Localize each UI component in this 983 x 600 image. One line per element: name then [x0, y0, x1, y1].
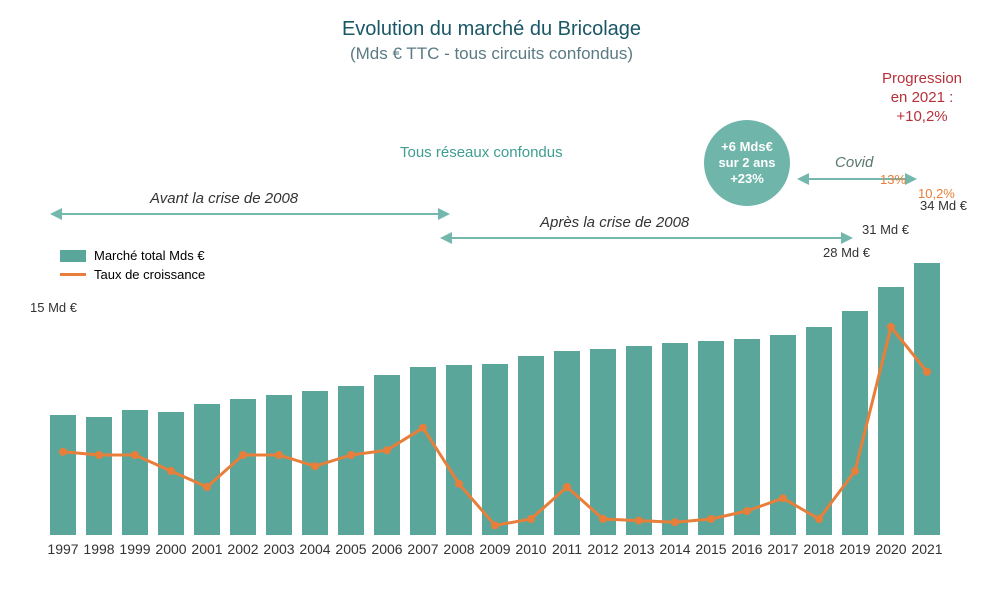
bar-2004	[302, 391, 328, 535]
xlabel-2007: 2007	[405, 541, 441, 557]
xlabel-2016: 2016	[729, 541, 765, 557]
xlabel-2005: 2005	[333, 541, 369, 557]
bar-2014	[662, 343, 688, 535]
xlabel-2002: 2002	[225, 541, 261, 557]
xlabel-2020: 2020	[873, 541, 909, 557]
bar-2006	[374, 375, 400, 535]
bar-2009	[482, 364, 508, 535]
xlabel-1997: 1997	[45, 541, 81, 557]
xlabel-2006: 2006	[369, 541, 405, 557]
progression-l3: +10,2%	[896, 108, 947, 125]
chart-title: Evolution du marché du Bricolage	[0, 18, 983, 41]
bubble-callout: +6 Mds€ sur 2 ans +23%	[704, 120, 790, 206]
annot-avant: Avant la crise de 2008	[150, 190, 298, 207]
annot-covid: Covid	[835, 154, 873, 171]
bubble-l3: +23%	[704, 171, 790, 187]
bar-2005	[338, 386, 364, 535]
annot-reseaux: Tous réseaux confondus	[400, 144, 563, 161]
bubble-l2: sur 2 ans	[704, 155, 790, 171]
bar-2016	[734, 339, 760, 535]
xlabel-2019: 2019	[837, 541, 873, 557]
bar-2000	[158, 412, 184, 535]
xlabel-2014: 2014	[657, 541, 693, 557]
xlabel-2003: 2003	[261, 541, 297, 557]
xlabel-2001: 2001	[189, 541, 225, 557]
xlabel-2021: 2021	[909, 541, 945, 557]
bar-2020	[878, 287, 904, 535]
bar-2002	[230, 399, 256, 535]
xlabel-2004: 2004	[297, 541, 333, 557]
bar-2011	[554, 351, 580, 535]
xlabel-2009: 2009	[477, 541, 513, 557]
progression-l1: Progression	[882, 70, 962, 87]
xlabel-2011: 2011	[549, 541, 585, 557]
bubble-l1: +6 Mds€	[704, 139, 790, 155]
covid-arrow-r	[905, 173, 917, 185]
bar-2013	[626, 346, 652, 535]
bar-2012	[590, 349, 616, 535]
bar-1997	[50, 415, 76, 535]
xlabel-2018: 2018	[801, 541, 837, 557]
bar-2010	[518, 356, 544, 535]
bar-2007	[410, 367, 436, 535]
chart-subtitle: (Mds € TTC - tous circuits confondus)	[0, 44, 983, 64]
bar-1998	[86, 417, 112, 535]
xlabel-2008: 2008	[441, 541, 477, 557]
label-g2020: 13%	[880, 172, 906, 187]
label-g2021: 10,2%	[918, 186, 955, 201]
xlabel-2015: 2015	[693, 541, 729, 557]
xlabel-1999: 1999	[117, 541, 153, 557]
xlabel-1998: 1998	[81, 541, 117, 557]
bar-2015	[698, 341, 724, 535]
xlabel-2012: 2012	[585, 541, 621, 557]
bar-2019	[842, 311, 868, 535]
plot-area	[50, 215, 950, 535]
xlabel-2010: 2010	[513, 541, 549, 557]
bar-2001	[194, 404, 220, 535]
progression-l2: en 2021 :	[891, 89, 954, 106]
bar-2018	[806, 327, 832, 535]
covid-arrow-l	[797, 173, 809, 185]
bar-2008	[446, 365, 472, 535]
xlabel-2000: 2000	[153, 541, 189, 557]
bar-2003	[266, 395, 292, 535]
chart-page: Evolution du marché du Bricolage (Mds € …	[0, 0, 983, 600]
bar-1999	[122, 410, 148, 535]
bar-2021	[914, 263, 940, 535]
xlabel-2013: 2013	[621, 541, 657, 557]
xlabel-2017: 2017	[765, 541, 801, 557]
progression-callout: Progression en 2021 : +10,2%	[867, 70, 977, 126]
x-axis: 1997199819992000200120022003200420052006…	[50, 541, 950, 566]
bar-2017	[770, 335, 796, 535]
